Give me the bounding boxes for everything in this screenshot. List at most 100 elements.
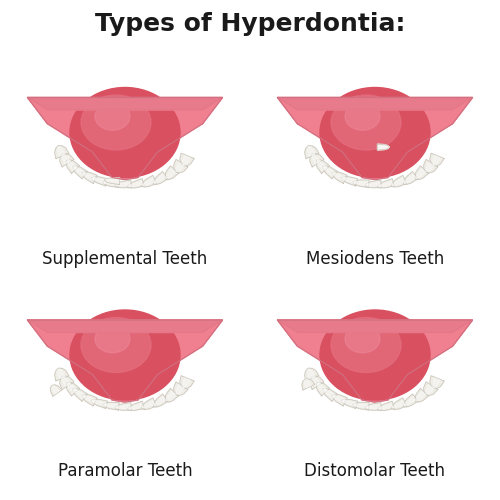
Polygon shape <box>104 178 120 184</box>
Polygon shape <box>180 376 194 388</box>
Polygon shape <box>378 401 394 410</box>
Polygon shape <box>342 178 356 184</box>
Polygon shape <box>72 388 88 401</box>
Polygon shape <box>174 160 188 173</box>
Polygon shape <box>278 98 472 110</box>
Polygon shape <box>310 154 324 167</box>
Polygon shape <box>28 320 222 332</box>
Polygon shape <box>352 180 369 188</box>
Polygon shape <box>28 320 222 332</box>
Polygon shape <box>302 379 315 390</box>
Ellipse shape <box>320 88 430 178</box>
Polygon shape <box>278 320 472 332</box>
Polygon shape <box>404 174 415 184</box>
Polygon shape <box>28 320 64 352</box>
Polygon shape <box>316 160 330 173</box>
Polygon shape <box>278 98 472 110</box>
Polygon shape <box>176 162 184 172</box>
Polygon shape <box>278 320 472 332</box>
Polygon shape <box>66 382 80 396</box>
Polygon shape <box>91 176 108 186</box>
Ellipse shape <box>331 318 401 372</box>
Polygon shape <box>318 384 326 393</box>
Polygon shape <box>308 146 315 156</box>
Polygon shape <box>28 98 222 110</box>
Text: Mesiodens Teeth: Mesiodens Teeth <box>306 250 444 268</box>
Ellipse shape <box>345 103 380 130</box>
Polygon shape <box>278 320 472 402</box>
Polygon shape <box>392 400 404 408</box>
Polygon shape <box>316 382 330 396</box>
Polygon shape <box>415 388 428 402</box>
Polygon shape <box>430 153 444 166</box>
Polygon shape <box>174 382 188 396</box>
Polygon shape <box>154 396 166 406</box>
Polygon shape <box>312 377 320 386</box>
Polygon shape <box>364 402 382 410</box>
Polygon shape <box>166 391 175 401</box>
Polygon shape <box>342 400 356 406</box>
Polygon shape <box>333 174 345 180</box>
Polygon shape <box>114 402 132 410</box>
Polygon shape <box>92 178 106 184</box>
Polygon shape <box>354 182 368 186</box>
Polygon shape <box>116 405 130 408</box>
Polygon shape <box>28 98 222 110</box>
Polygon shape <box>341 176 358 186</box>
Ellipse shape <box>95 103 130 130</box>
Polygon shape <box>416 391 426 401</box>
Polygon shape <box>83 174 95 180</box>
Polygon shape <box>332 394 347 406</box>
Polygon shape <box>403 394 418 407</box>
Polygon shape <box>176 384 184 394</box>
Polygon shape <box>154 174 166 184</box>
Polygon shape <box>153 394 168 407</box>
Polygon shape <box>128 181 142 186</box>
Polygon shape <box>304 146 319 158</box>
Polygon shape <box>62 154 70 164</box>
Polygon shape <box>52 386 59 394</box>
Polygon shape <box>378 178 394 188</box>
Polygon shape <box>58 369 65 378</box>
Polygon shape <box>322 388 338 401</box>
Polygon shape <box>416 168 426 178</box>
Polygon shape <box>333 396 345 403</box>
Polygon shape <box>68 161 76 170</box>
Polygon shape <box>404 396 415 406</box>
Polygon shape <box>324 390 335 398</box>
Polygon shape <box>82 394 97 406</box>
Polygon shape <box>186 320 222 352</box>
Polygon shape <box>278 98 314 130</box>
Polygon shape <box>182 156 190 165</box>
Polygon shape <box>424 382 438 396</box>
Polygon shape <box>378 144 390 150</box>
Polygon shape <box>436 98 472 130</box>
Text: Supplemental Teeth: Supplemental Teeth <box>42 250 207 268</box>
Polygon shape <box>354 404 368 408</box>
Polygon shape <box>128 401 144 410</box>
Polygon shape <box>142 176 156 187</box>
Ellipse shape <box>81 95 151 150</box>
Polygon shape <box>304 368 319 381</box>
Polygon shape <box>28 98 222 180</box>
Polygon shape <box>332 172 347 184</box>
Polygon shape <box>341 399 358 408</box>
Polygon shape <box>60 376 74 390</box>
Ellipse shape <box>70 310 180 400</box>
Polygon shape <box>165 166 178 179</box>
Polygon shape <box>92 400 106 406</box>
Polygon shape <box>186 98 222 130</box>
Polygon shape <box>278 320 314 352</box>
Polygon shape <box>424 160 438 173</box>
Polygon shape <box>378 404 392 409</box>
Polygon shape <box>322 166 338 178</box>
Polygon shape <box>426 384 434 394</box>
Polygon shape <box>180 153 194 166</box>
Polygon shape <box>308 369 315 378</box>
Polygon shape <box>28 98 64 130</box>
Ellipse shape <box>331 95 401 150</box>
Polygon shape <box>28 320 222 402</box>
Polygon shape <box>182 378 190 388</box>
Polygon shape <box>142 398 156 409</box>
Ellipse shape <box>320 310 430 400</box>
